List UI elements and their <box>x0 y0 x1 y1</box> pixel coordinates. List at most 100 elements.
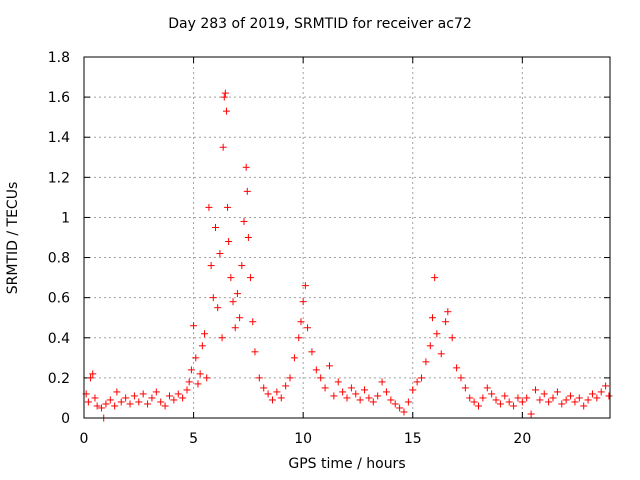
data-point <box>255 374 263 382</box>
x-tick-label: 10 <box>294 431 312 447</box>
data-point <box>426 342 434 350</box>
data-point <box>157 398 165 406</box>
data-point <box>194 380 202 388</box>
data-point <box>148 394 156 402</box>
data-point <box>433 330 441 338</box>
y-tick-label: 0.6 <box>48 291 70 307</box>
data-point <box>334 378 342 386</box>
x-tick-label: 0 <box>80 431 89 447</box>
data-point <box>220 93 228 101</box>
data-point <box>165 392 173 400</box>
data-point <box>387 396 395 404</box>
data-point <box>588 390 596 398</box>
data-point <box>196 370 204 378</box>
data-point <box>540 390 548 398</box>
data-point <box>304 324 312 332</box>
data-point <box>343 394 351 402</box>
data-point <box>190 322 198 330</box>
data-point <box>130 392 138 400</box>
data-point <box>527 410 535 418</box>
data-point <box>479 394 487 402</box>
data-point <box>347 384 355 392</box>
y-tick-label: 1.4 <box>48 130 70 146</box>
data-point <box>553 388 561 396</box>
data-point <box>161 402 169 410</box>
data-point <box>201 330 209 338</box>
data-point <box>593 394 601 402</box>
data-point <box>113 388 121 396</box>
data-point <box>531 386 539 394</box>
data-point <box>475 402 482 410</box>
data-point <box>224 203 232 211</box>
data-point <box>488 390 496 398</box>
data-point <box>605 392 613 400</box>
data-point <box>567 392 575 400</box>
data-point <box>207 262 215 270</box>
data-point <box>339 388 347 396</box>
data-point <box>492 396 500 404</box>
data-point <box>308 348 316 356</box>
data-point <box>352 390 360 398</box>
data-point <box>102 400 110 408</box>
data-point <box>214 304 222 312</box>
data-point <box>536 396 544 404</box>
x-tick-label: 5 <box>189 431 198 447</box>
data-point <box>183 386 191 394</box>
data-point <box>218 334 226 342</box>
data-point <box>91 394 99 402</box>
data-point <box>404 398 412 406</box>
data-point <box>238 262 246 270</box>
data-point <box>330 392 338 400</box>
data-point <box>325 362 333 370</box>
data-point <box>584 396 592 404</box>
data-point <box>185 378 193 386</box>
data-point <box>122 394 130 402</box>
data-point <box>282 382 290 390</box>
data-point <box>391 400 399 408</box>
data-point <box>174 390 182 398</box>
data-point <box>466 394 474 402</box>
chart-title: Day 283 of 2019, SRMTID for receiver ac7… <box>168 16 472 32</box>
data-point <box>545 398 553 406</box>
data-point <box>321 384 329 392</box>
data-point <box>442 318 450 326</box>
plot-frame <box>83 56 611 419</box>
data-point <box>510 402 518 410</box>
data-point <box>290 354 298 362</box>
data-point <box>558 400 566 408</box>
data-point <box>301 282 309 290</box>
y-tick-label: 0 <box>61 411 70 427</box>
data-point <box>575 394 583 402</box>
data-point <box>457 374 465 382</box>
data-point <box>428 314 436 322</box>
data-point <box>361 386 369 394</box>
data-point <box>496 400 504 408</box>
data-point <box>505 398 513 406</box>
y-tick-label: 1.8 <box>48 50 70 66</box>
y-tick-label: 0.4 <box>48 331 70 347</box>
data-point <box>240 217 248 225</box>
y-tick-label: 0.8 <box>48 251 70 267</box>
data-point <box>244 234 252 241</box>
x-axis-label: GPS time / hours <box>288 456 406 472</box>
data-point <box>378 378 386 386</box>
data-point <box>453 364 461 372</box>
data-point <box>356 396 364 404</box>
data-point <box>209 294 217 302</box>
data-point <box>84 398 92 406</box>
data-point <box>312 366 320 374</box>
data-point <box>422 358 430 366</box>
data-point <box>243 187 251 195</box>
data-point <box>295 334 303 342</box>
axis-ticks: 0 0.2 0.4 0.6 0.8 1 1.2 1.4 1.6 1.8 0 5 10 15 20 <box>48 50 610 447</box>
data-point <box>518 398 526 406</box>
data-point <box>501 392 509 400</box>
data-point <box>187 366 195 374</box>
data-point <box>562 396 570 404</box>
data-point <box>179 394 187 402</box>
data-point <box>365 394 373 402</box>
data-point <box>117 398 125 406</box>
grid <box>84 57 610 418</box>
data-point <box>602 382 610 390</box>
